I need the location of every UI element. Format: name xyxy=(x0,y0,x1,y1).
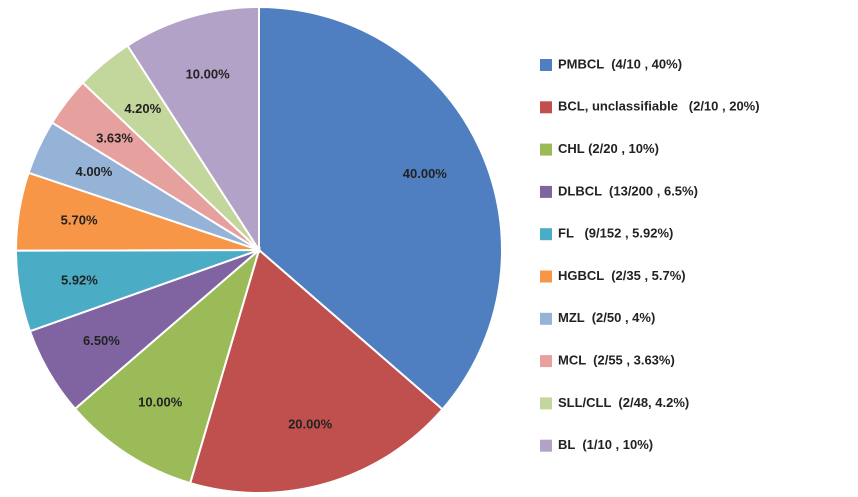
pie-slice xyxy=(188,248,444,494)
legend-label: BL (1/10 , 10%) xyxy=(558,437,653,452)
slice-label: 4.20% xyxy=(124,101,161,116)
legend-label: PMBCL (4/10 , 40%) xyxy=(558,56,682,71)
legend-swatch xyxy=(540,101,552,114)
legend-swatch xyxy=(540,143,552,156)
legend-label: SLL/CLL (2/48, 4.2%) xyxy=(558,395,689,410)
legend-label: MCL (2/55 , 3.63%) xyxy=(558,353,675,368)
legend-label: FL (9/152 , 5.92%) xyxy=(558,226,673,241)
legend-label: MZL (2/50 , 4%) xyxy=(558,310,655,325)
slice-label: 5.70% xyxy=(61,212,98,227)
slice-label: 5.92% xyxy=(61,273,98,288)
legend-label: BCL, unclassifiable (2/10 , 20%) xyxy=(558,99,760,114)
slice-label: 20.00% xyxy=(288,416,333,431)
legend-swatch xyxy=(540,270,552,283)
legend-swatch xyxy=(540,397,552,410)
pie-slice xyxy=(258,5,503,411)
legend-swatch xyxy=(540,312,552,325)
slice-label: 10.00% xyxy=(186,67,231,82)
slice-label: 6.50% xyxy=(83,333,120,348)
legend-swatch xyxy=(540,355,552,368)
slice-label: 3.63% xyxy=(96,130,133,145)
legend-swatch xyxy=(540,185,552,198)
pie-slice xyxy=(73,247,261,485)
slice-label: 40.00% xyxy=(403,166,448,181)
slice-label: 4.00% xyxy=(75,164,112,179)
legend-label: CHL (2/20 , 10%) xyxy=(558,141,659,156)
legend-label: HGBCL (2/35 , 5.7%) xyxy=(558,268,686,283)
pie-slice xyxy=(126,5,260,254)
slice-label: 10.00% xyxy=(138,395,183,410)
legend-swatch xyxy=(540,228,552,241)
legend-label: DLBCL (13/200 , 6.5%) xyxy=(558,183,698,198)
legend-swatch xyxy=(540,59,552,71)
legend-swatch xyxy=(540,439,552,452)
